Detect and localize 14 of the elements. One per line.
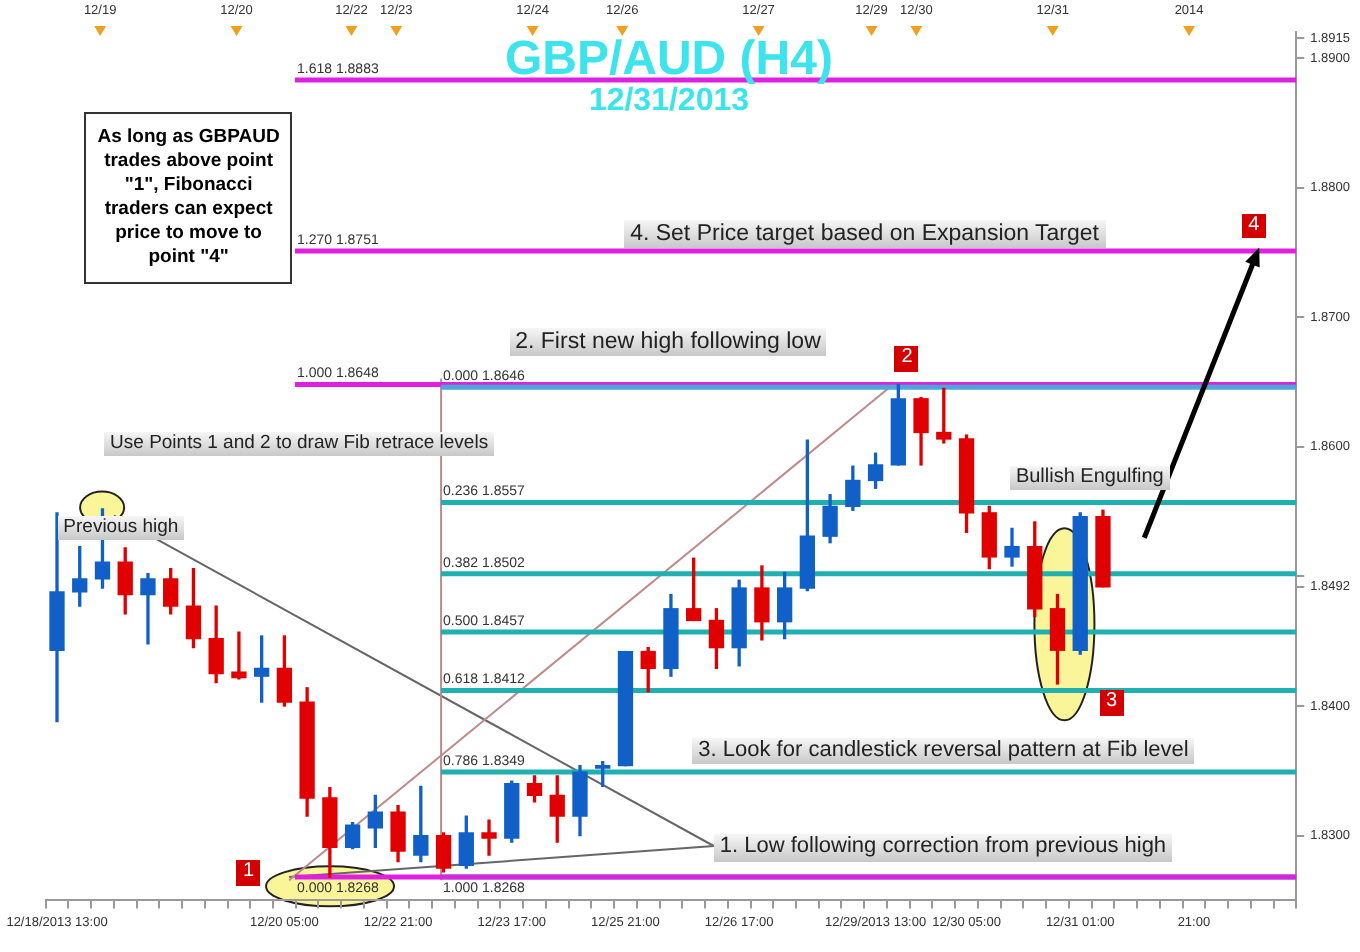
annotation: 3. Look for candlestick reversal pattern at Fib level: [692, 737, 1195, 765]
annotation: 1. Low following correction from previous high: [713, 833, 1173, 862]
chart-title: GBP/AUD (H4): [504, 32, 833, 86]
annotation: 2: [894, 346, 919, 372]
annotation: Bullish Engulfing: [1009, 465, 1170, 491]
text: 12/31/2013: [586, 84, 752, 119]
annotation: As long as GBPAUD trades above point "1", Fibonacci traders can expect price to move to point "4": [84, 112, 293, 284]
annotation: Use Points 1 and 2 to draw Fib retrace levels: [104, 432, 495, 457]
annotation: 3: [1099, 690, 1124, 716]
annotation: Previous high: [57, 515, 185, 540]
annotation: 1: [236, 860, 261, 886]
annotation: 4. Set Price target based on Expansion Target: [624, 219, 1105, 249]
annotation: 2. First new high following low: [509, 328, 827, 357]
annotation: 4: [1241, 213, 1266, 239]
